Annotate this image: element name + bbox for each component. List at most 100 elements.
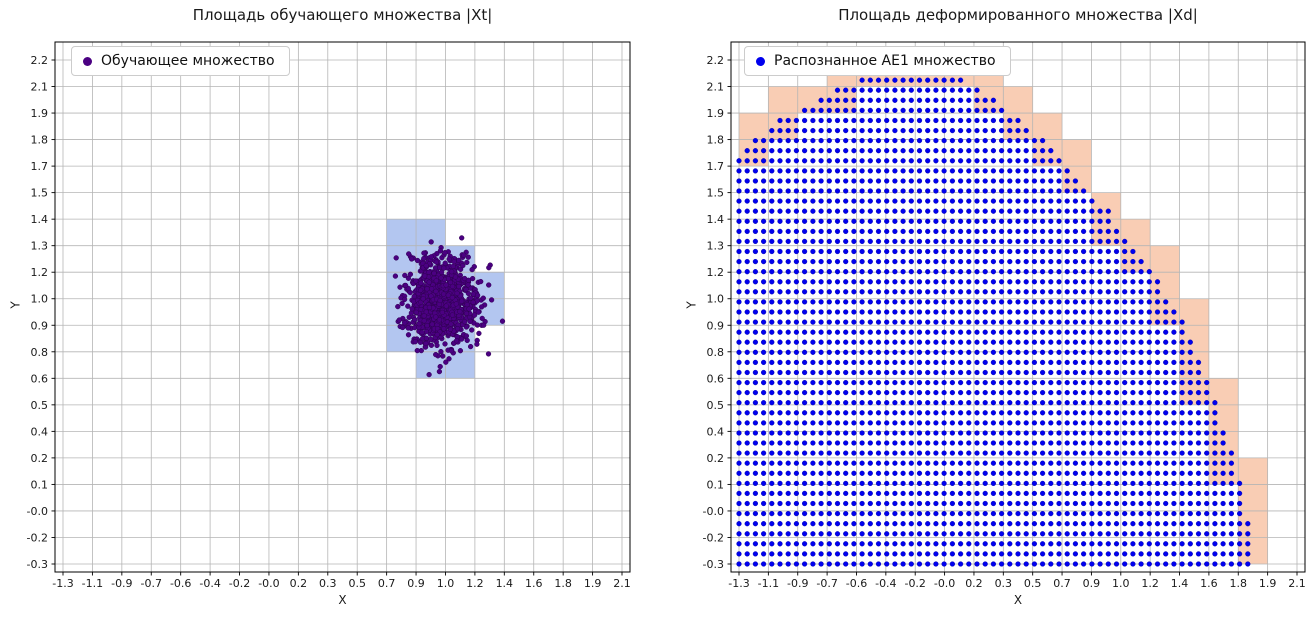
recognized-point <box>941 77 947 83</box>
recognized-point <box>1081 480 1087 487</box>
recognized-point <box>802 309 808 315</box>
recognized-point <box>859 380 865 386</box>
recognized-point <box>843 470 849 476</box>
y-axis-label-deformed: Y <box>684 301 699 309</box>
recognized-point <box>1187 521 1193 527</box>
recognized-point <box>916 400 923 406</box>
recognized-point <box>826 380 832 386</box>
recognized-point <box>1031 531 1038 537</box>
recognized-point <box>999 259 1005 265</box>
recognized-point <box>982 218 988 224</box>
x-tick-label: 1.2 <box>466 577 484 590</box>
recognized-point <box>916 138 923 144</box>
training-point <box>457 348 464 354</box>
recognized-point <box>966 369 972 376</box>
training-point <box>479 315 485 322</box>
recognized-point <box>1031 359 1038 366</box>
recognized-point <box>818 420 824 426</box>
recognized-point <box>1122 259 1128 265</box>
recognized-point <box>736 248 742 255</box>
recognized-point <box>900 339 906 345</box>
recognized-point <box>1105 480 1111 487</box>
recognized-point <box>818 380 824 386</box>
recognized-point <box>1138 390 1144 396</box>
recognized-point <box>875 309 882 315</box>
recognized-point <box>826 309 832 315</box>
recognized-point <box>1064 369 1070 376</box>
recognized-point <box>793 208 800 214</box>
recognized-point <box>1163 470 1169 476</box>
recognized-point <box>760 279 767 285</box>
recognized-point <box>1105 289 1111 295</box>
recognized-point <box>1113 420 1120 426</box>
recognized-point <box>982 510 988 517</box>
recognized-point <box>752 460 759 466</box>
training-point <box>418 280 424 286</box>
recognized-point <box>908 480 914 487</box>
recognized-point <box>949 158 956 164</box>
recognized-point <box>982 359 988 366</box>
recognized-point <box>1089 480 1095 487</box>
recognized-point <box>834 178 841 184</box>
recognized-point <box>958 490 964 497</box>
recognized-point <box>1236 561 1243 567</box>
recognized-point <box>867 490 873 497</box>
recognized-point <box>760 238 767 245</box>
recognized-point <box>941 390 947 396</box>
recognized-point <box>785 319 791 325</box>
recognized-point <box>1023 390 1029 396</box>
recognized-point <box>1138 551 1144 557</box>
recognized-point <box>884 521 890 527</box>
recognized-point <box>744 319 750 325</box>
recognized-point <box>892 228 898 235</box>
recognized-point <box>884 77 890 83</box>
recognized-point <box>1122 430 1128 436</box>
recognized-point <box>1056 510 1062 517</box>
recognized-point <box>859 541 865 547</box>
recognized-point <box>1204 561 1210 567</box>
recognized-point <box>875 117 882 124</box>
recognized-point <box>884 128 890 134</box>
recognized-point <box>916 208 923 214</box>
recognized-point <box>990 480 997 487</box>
recognized-point <box>1130 551 1136 557</box>
recognized-point <box>908 450 914 456</box>
recognized-point <box>875 87 882 93</box>
recognized-point <box>916 238 923 245</box>
recognized-point <box>925 390 931 396</box>
boundary-cell <box>1238 537 1268 564</box>
recognized-point <box>793 410 800 416</box>
recognized-point <box>966 138 972 144</box>
recognized-point <box>892 490 898 497</box>
recognized-point <box>1072 521 1079 527</box>
recognized-point <box>966 188 972 194</box>
recognized-point <box>1072 329 1079 335</box>
recognized-point <box>933 198 939 204</box>
recognized-point <box>843 521 849 527</box>
recognized-point <box>958 208 964 214</box>
recognized-point <box>793 510 800 517</box>
recognized-point <box>958 510 964 517</box>
y-tick-label: -0.0 <box>703 505 724 518</box>
recognized-point <box>785 238 791 245</box>
recognized-point <box>810 198 816 204</box>
recognized-point <box>818 238 824 245</box>
recognized-point <box>777 561 783 567</box>
boundary-cell <box>1003 86 1033 114</box>
recognized-point <box>1204 390 1210 396</box>
recognized-point <box>736 390 742 396</box>
recognized-point <box>802 410 808 416</box>
recognized-point <box>826 531 832 537</box>
recognized-point <box>802 238 808 245</box>
recognized-point <box>1204 551 1210 557</box>
recognized-point <box>810 168 816 174</box>
recognized-point <box>974 531 980 537</box>
plot-border <box>730 41 1306 573</box>
recognized-point <box>1138 359 1144 366</box>
training-point <box>474 341 480 347</box>
recognized-point <box>1187 500 1193 507</box>
recognized-point <box>843 500 849 507</box>
recognized-point <box>793 319 800 325</box>
recognized-point <box>769 158 775 164</box>
recognized-point <box>1048 460 1054 466</box>
